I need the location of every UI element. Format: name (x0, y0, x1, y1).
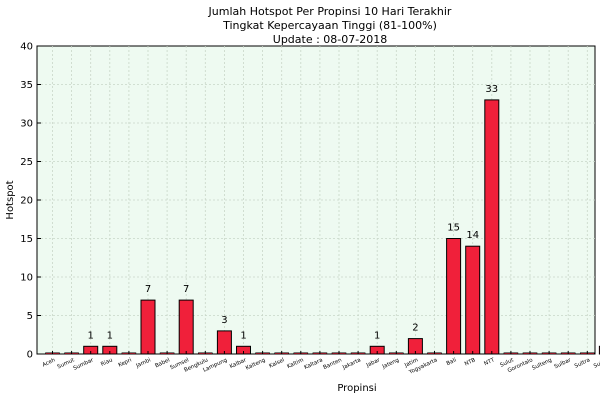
y-tick-label: 30 (20, 119, 33, 130)
x-tick-label-sultra: Sultra (574, 357, 591, 369)
x-tick-label-kepri: Kepri (118, 357, 134, 369)
data-labels-group: 117731121514331 (88, 84, 499, 341)
x-tick-label-banten: Banten (322, 357, 343, 371)
y-axis-ticks: 0 5 10 15 20 25 30 35 40 (20, 42, 41, 361)
y-tick-label: 10 (20, 273, 33, 284)
chart-title-line-3: Update : 08-07-2018 (273, 33, 387, 46)
x-tick-label-jambi: Jambi (134, 357, 152, 370)
data-label-sumsel: 7 (183, 284, 189, 295)
x-tick-label-kaltara: Kaltara (303, 357, 323, 371)
data-label-sumbar: 1 (88, 330, 94, 341)
bar-ntt (484, 99, 500, 355)
data-label-lampung: 3 (221, 315, 227, 326)
x-tick-label-sulteng: Sulteng (531, 357, 553, 371)
data-label-riau: 1 (107, 330, 113, 341)
y-tick-label: 15 (20, 234, 33, 245)
bar-bali (446, 238, 462, 355)
y-tick-label: 35 (20, 80, 33, 91)
x-tick-label-jatim: Jatim (403, 357, 419, 369)
chart-title-line-2: Tingkat Kepercayaan Tinggi (81-100%) (222, 19, 437, 32)
data-label-kalbar: 1 (240, 330, 246, 341)
data-label-ntb: 14 (466, 230, 479, 241)
data-label-jambi: 7 (145, 284, 151, 295)
x-tick-label-kaltim: Kaltim (286, 357, 304, 370)
bar-lampung (216, 330, 232, 355)
bar-sumsel (178, 299, 194, 355)
data-label-bali: 15 (447, 223, 460, 234)
x-tick-label-jakarta: Jakarta (341, 357, 362, 371)
x-tick-label-ntb: NTB (464, 357, 477, 367)
x-tick-label-sulut: Sulut (499, 357, 515, 369)
y-tick-label: 5 (27, 311, 33, 322)
y-tick-label: 25 (20, 157, 33, 168)
x-tick-label-sumbar: Sumbar (73, 357, 96, 372)
y-axis-label: Hotspot (5, 180, 16, 219)
x-tick-label-jabar: Jabar (365, 357, 382, 369)
x-tick-label-kalteng: Kalteng (245, 357, 267, 371)
data-label-jatim: 2 (412, 323, 418, 334)
x-tick-label-riau: Riau (100, 357, 114, 368)
data-label-ntt: 33 (485, 84, 498, 95)
y-tick-label: 20 (20, 196, 33, 207)
x-tick-label-kalsel: Kalsel (268, 357, 286, 369)
bar-jambi (140, 299, 156, 355)
x-tick-label-sulbar: Sulbar (554, 357, 573, 370)
chart-title-line-1: Jumlah Hotspot Per Propinsi 10 Hari Tera… (208, 5, 452, 18)
x-tick-label-ntt: NTT (483, 357, 496, 367)
data-label-jabar: 1 (374, 330, 380, 341)
y-tick-label: 40 (20, 42, 33, 53)
y-tick-label: 0 (27, 350, 33, 361)
x-tick-label-sulsel: Sulsel (593, 357, 600, 370)
bar-ntb (465, 245, 481, 355)
x-tick-label-babel: Babel (154, 357, 171, 369)
x-axis-label: Propinsi (337, 383, 376, 394)
x-tick-label-jateng: Jateng (381, 357, 400, 370)
x-tick-label-aceh: Aceh (42, 357, 57, 368)
x-tick-label-bali: Bali (446, 357, 458, 367)
